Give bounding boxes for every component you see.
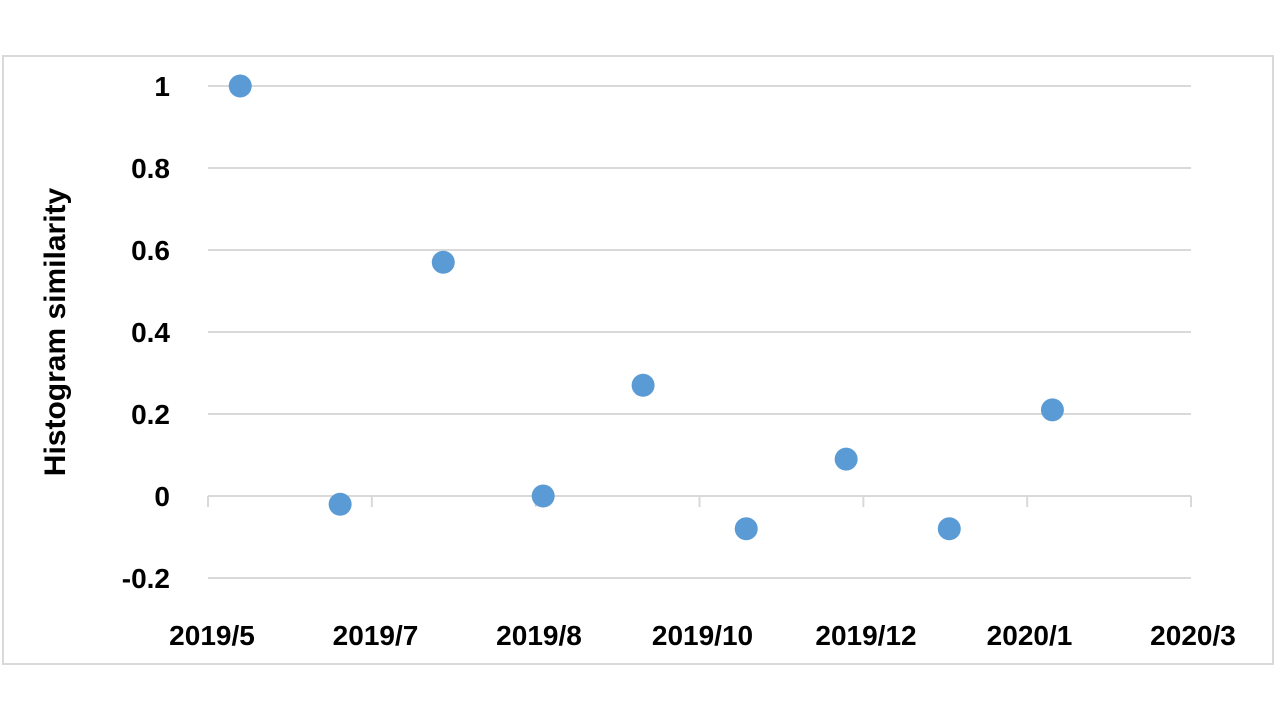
gridlines	[208, 85, 1191, 579]
data-point	[531, 484, 555, 508]
y-tick-label: 0.4	[131, 317, 170, 348]
x-tick-label: 2019/8	[496, 620, 582, 651]
y-tick-label: 0	[154, 481, 170, 512]
data-point	[328, 492, 352, 516]
data-point	[1040, 398, 1064, 422]
data-point	[228, 74, 252, 98]
y-tick-label: 0.6	[131, 235, 170, 266]
chart-frame	[2, 55, 1274, 665]
x-tick-label: 2019/12	[815, 620, 916, 651]
x-tick-label: 2020/1	[987, 620, 1073, 651]
x-axis	[207, 495, 1192, 507]
x-tick-label: 2019/5	[169, 620, 255, 651]
x-tick-label: 2019/7	[333, 620, 419, 651]
y-tick-label: 0.2	[131, 399, 170, 430]
y-tick-label: -0.2	[122, 563, 170, 594]
data-point	[631, 373, 655, 397]
y-tick-labels: -0.2 0 0.2 0.4 0.6 0.8 1	[122, 71, 171, 594]
data-point	[834, 447, 858, 471]
x-tick-label: 2019/10	[652, 620, 753, 651]
x-tick-labels: 2019/5 2019/7 2019/8 2019/10 2019/12 2020/1 20…	[169, 620, 1236, 651]
y-axis-label: Histogram similarity	[39, 187, 72, 476]
x-tick-label: 2020/3	[1150, 620, 1236, 651]
data-points	[228, 74, 1064, 541]
data-point	[734, 517, 758, 541]
data-point	[937, 517, 961, 541]
y-tick-label: 0.8	[131, 153, 170, 184]
y-tick-label: 1	[154, 71, 170, 102]
data-point	[431, 250, 455, 274]
